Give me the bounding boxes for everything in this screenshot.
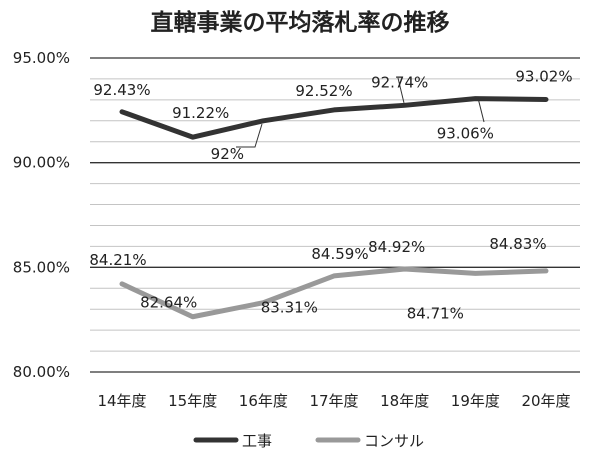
x-tick-label: 15年度 — [168, 392, 217, 410]
label-leaders — [236, 77, 485, 148]
y-tick-label: 95.00% — [13, 49, 70, 67]
x-tick-label: 19年度 — [451, 392, 500, 410]
data-label: 82.64% — [140, 294, 197, 312]
series-line-0 — [119, 96, 549, 140]
y-tick-label: 90.00% — [13, 154, 70, 172]
legend-label-0: 工事 — [242, 432, 272, 450]
data-label: 92% — [211, 145, 244, 163]
series-lines — [119, 96, 549, 320]
y-axis-ticks: 80.00% 85.00% 90.00% 95.00% — [13, 49, 70, 381]
data-label: 84.92% — [368, 238, 425, 256]
data-label: 84.59% — [311, 245, 368, 263]
leader-line — [236, 123, 263, 148]
data-label: 91.22% — [172, 104, 229, 122]
data-label: 83.31% — [261, 299, 318, 317]
data-label: 92.74% — [371, 73, 428, 91]
x-tick-label: 18年度 — [380, 392, 429, 410]
x-tick-label: 17年度 — [309, 392, 358, 410]
y-tick-label: 80.00% — [13, 363, 70, 381]
x-axis-ticks: 14年度 15年度 16年度 17年度 18年度 19年度 20年度 — [97, 392, 570, 410]
x-tick-label: 16年度 — [239, 392, 288, 410]
leader-line — [397, 77, 405, 104]
data-label: 84.71% — [407, 304, 464, 322]
legend: 工事 コンサル — [193, 432, 424, 450]
data-label: 84.21% — [89, 251, 146, 269]
legend-label-1: コンサル — [364, 432, 424, 450]
x-tick-label: 14年度 — [97, 392, 146, 410]
data-label: 92.43% — [93, 81, 150, 99]
data-labels: 92.43% 91.22% 92% 92.52% 92.74% 93.06% 93.02% 8… — [89, 67, 572, 322]
data-label: 92.52% — [295, 82, 352, 100]
y-tick-label: 85.00% — [13, 258, 70, 276]
gridlines — [90, 57, 580, 373]
data-label: 84.83% — [489, 235, 546, 253]
x-tick-label: 20年度 — [521, 392, 570, 410]
series-line-1 — [119, 266, 549, 320]
leader-line — [477, 97, 485, 123]
data-label: 93.06% — [437, 125, 494, 143]
chart-title: 直轄事業の平均落札率の推移 — [151, 9, 450, 36]
data-label: 93.02% — [515, 67, 572, 85]
